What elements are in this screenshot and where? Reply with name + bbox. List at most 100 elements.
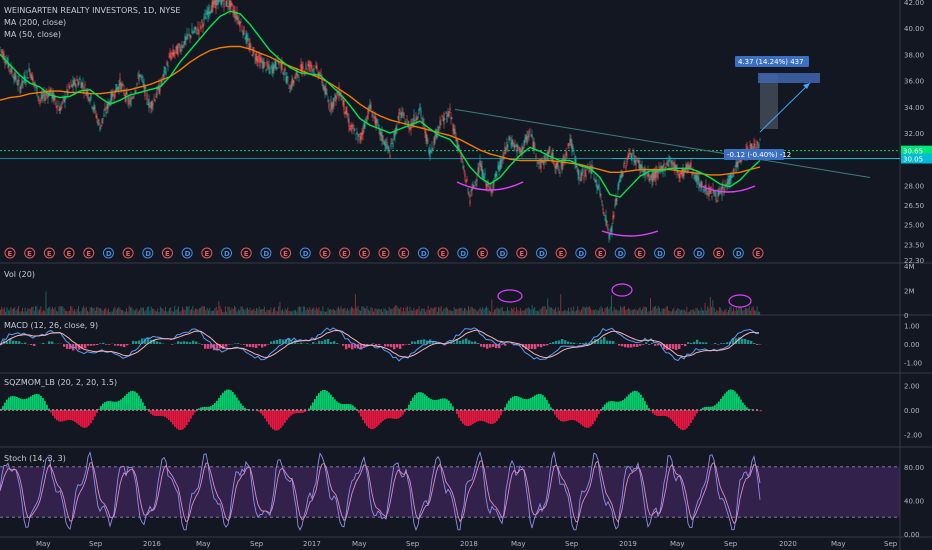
candle-body [355,138,357,139]
volume-bar [117,308,118,315]
candle-body [245,33,247,42]
squeeze-bar [388,410,390,419]
volume-tick-label: 0 [904,312,908,320]
volume-bar [170,307,172,315]
volume-bar [107,308,109,315]
volume-bar [113,308,114,315]
candle-body [585,174,587,177]
stoch-label[interactable]: Stoch (14, 3, 3) [4,454,66,463]
squeeze-bar [268,410,270,425]
volume-bar [18,305,20,315]
candle-body [356,132,358,134]
squeeze-bar [692,410,694,420]
macd-hist-bar [264,344,267,347]
candle-body [703,189,705,192]
earnings-marker-label: E [322,250,327,258]
candle-body [615,197,617,205]
candle-body [600,193,602,196]
volume-bar [708,308,710,315]
squeeze-bar [280,410,282,428]
ma50-legend[interactable]: MA (50, close) [4,30,62,39]
candle-body [293,80,295,83]
macd-label[interactable]: MACD (12, 26, close, 9) [4,321,99,330]
candle-body [709,191,711,193]
candle-body [214,0,216,5]
candle-body [734,165,736,167]
squeeze-label[interactable]: SQZMOM_LB (20, 2, 20, 1.5) [4,378,118,387]
candle-body [146,93,148,100]
candle-body [43,90,45,97]
volume-bar [744,307,746,315]
ma200-legend[interactable]: MA (200, close) [4,18,67,27]
candle-body [628,153,630,158]
candle-body [452,123,454,131]
candle-body [442,118,444,121]
candle-body [25,80,27,83]
volume-label[interactable]: Vol (20) [4,270,35,279]
volume-bar [213,310,215,315]
volume-bar [71,306,73,315]
candle-body [603,212,605,216]
candle-body [211,2,213,13]
earnings-marker-label: E [559,250,564,258]
volume-bar [32,306,34,315]
candle-body [590,170,592,174]
squeeze-bar [586,410,588,428]
volume-bar [438,306,439,315]
macd-hist-bar [597,340,600,344]
volume-bar [488,310,490,315]
candle-body [495,171,497,178]
macd-hist-bar [447,342,450,344]
candle-body [564,158,566,161]
volume-bar [637,310,638,315]
squeeze-bar [98,409,100,410]
macd-hist-bar [705,342,708,344]
volume-bar [249,307,251,315]
candle-body [605,215,607,226]
volume-bar [291,311,293,315]
volume-bar [323,311,325,315]
candle-body [415,116,417,120]
candle-body [677,170,679,173]
macd-hist-bar [318,340,321,344]
candle-body [516,143,518,154]
candle-body [623,163,625,169]
squeeze-bar [82,410,84,428]
candle-body [657,170,659,179]
squeeze-bar [40,395,42,410]
squeeze-bar [446,399,448,410]
volume-bar [655,305,657,315]
volume-bar [336,308,338,315]
volume-bar [383,308,385,315]
volume-bar [167,311,169,315]
squeeze-bar [706,406,708,410]
volume-bar [647,311,649,315]
candle-body [737,161,739,168]
candle-body [556,161,558,169]
candle-body [520,150,522,154]
volume-bar [666,306,668,315]
candle-body [692,171,694,172]
squeeze-bar [496,410,498,422]
volume-bar [297,307,299,315]
squeeze-bar [276,410,278,431]
candle-body [167,65,169,68]
candle-body [333,97,335,106]
volume-bar [328,309,330,315]
candle-body [32,77,34,85]
earnings-marker-label: E [677,250,682,258]
squeeze-bar [602,407,604,410]
candle-body [56,105,58,110]
candle-body [733,167,735,173]
symbol-title[interactable]: WEINGARTEN REALTY INVESTORS, 1D, NYSE [4,6,181,15]
squeeze-bar [504,407,506,410]
candle-body [713,190,715,196]
volume-bar [171,311,173,315]
candle-body [682,168,684,176]
volume-bar [375,308,377,315]
macd-hist-bar [468,340,471,344]
volume-bar [360,310,361,315]
macd-hist-bar [132,340,135,344]
